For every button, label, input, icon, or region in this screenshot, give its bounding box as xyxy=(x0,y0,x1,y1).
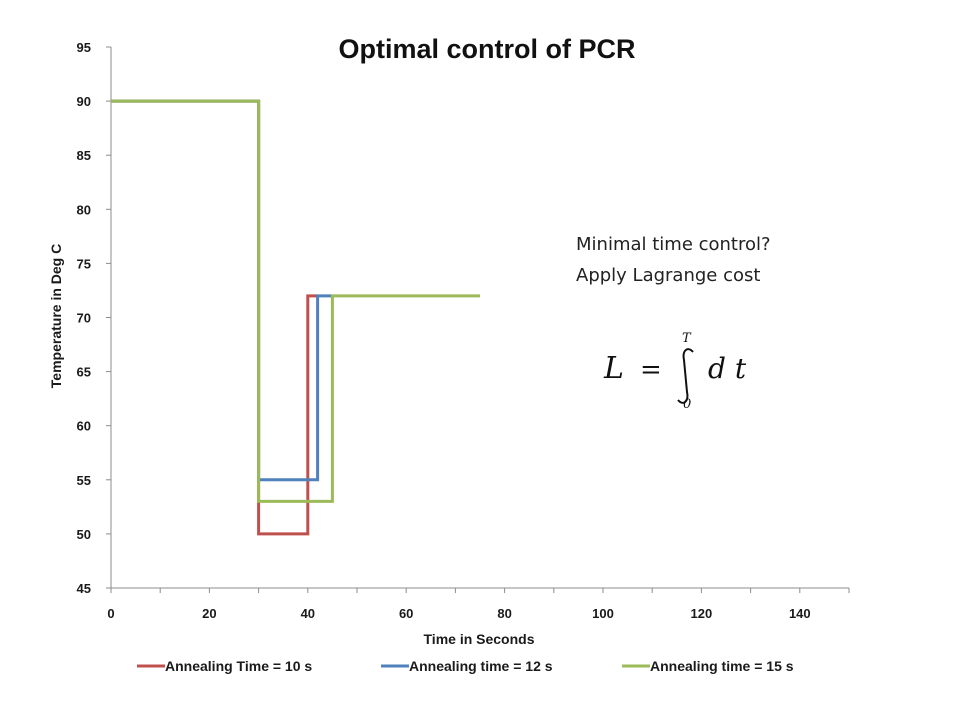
series-line-2 xyxy=(111,99,333,482)
integral-sign xyxy=(677,348,694,404)
y-tick-label: 60 xyxy=(77,419,91,434)
y-tick-label: 65 xyxy=(77,365,91,380)
x-tick-label: 140 xyxy=(789,606,811,621)
plot-area xyxy=(110,47,849,589)
y-tick-label: 85 xyxy=(77,148,91,163)
lagrange-cost-formula: L = T 0 d t xyxy=(603,331,747,412)
y-tick-label: 95 xyxy=(77,40,91,55)
x-axis-title: Time in Seconds xyxy=(424,631,535,647)
x-tick-label: 100 xyxy=(592,606,614,621)
annotation-line-2: Apply Lagrange cost xyxy=(576,265,760,286)
x-tick-label: 20 xyxy=(202,606,216,621)
legend: Annealing Time = 10 s Annealing time = 12… xyxy=(137,658,794,674)
x-tick-label: 120 xyxy=(691,606,713,621)
y-tick-label: 45 xyxy=(77,581,91,596)
annotation-line-1: Minimal time control? xyxy=(576,234,771,255)
legend-label-2: Annealing time = 12 s xyxy=(409,658,553,674)
chart-title: Optimal control of PCR xyxy=(339,34,636,64)
x-tick-label: 60 xyxy=(399,606,413,621)
y-tick-label: 90 xyxy=(77,94,91,109)
y-axis-title: Temperature in Deg C xyxy=(48,244,64,388)
formula-lhs: L xyxy=(603,351,624,386)
series-line-1 xyxy=(111,99,318,536)
x-tick-label: 80 xyxy=(497,606,511,621)
x-tick-label: 40 xyxy=(301,606,315,621)
x-tick-label: 0 xyxy=(107,606,114,621)
y-tick-label: 75 xyxy=(77,256,91,271)
formula-equals: = xyxy=(640,355,662,385)
series-line-3 xyxy=(111,99,480,503)
formula-upper-limit: T xyxy=(682,331,692,346)
y-tick-label: 50 xyxy=(77,527,91,542)
legend-label-1: Annealing Time = 10 s xyxy=(165,658,312,674)
y-tick-label: 80 xyxy=(77,202,91,217)
x-axis-ticks: 0 20 40 60 80 100 120 140 xyxy=(107,588,850,621)
y-tick-label: 55 xyxy=(77,473,91,488)
formula-integrand: d t xyxy=(708,352,747,385)
y-tick-label: 70 xyxy=(77,311,91,326)
series-layer xyxy=(111,99,480,536)
y-axis-ticks: 45 50 55 60 65 70 75 80 85 90 95 xyxy=(77,40,111,596)
legend-label-3: Annealing time = 15 s xyxy=(650,658,794,674)
formula-lower-limit: 0 xyxy=(683,397,691,412)
